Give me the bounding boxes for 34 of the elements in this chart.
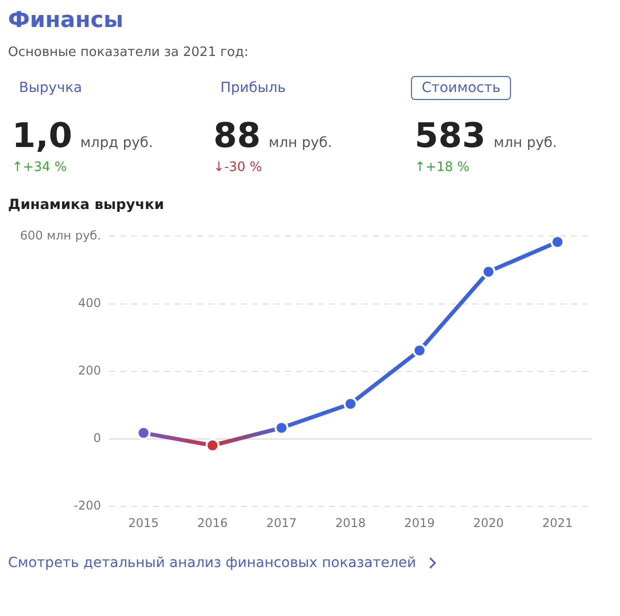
text: Выручка: [18, 79, 84, 98]
point: [482, 264, 496, 279]
x-tick-label: 2016: [197, 516, 228, 530]
text: Прибыль: [219, 79, 287, 98]
x-tick-label: 2015: [128, 516, 159, 530]
point: [206, 438, 220, 452]
point: [136, 426, 151, 440]
point: [412, 343, 427, 358]
text: Финансы: [8, 8, 124, 33]
point: [344, 396, 358, 411]
y-tick-label: 400: [78, 296, 102, 310]
text: ↑+34 %: [11, 160, 68, 175]
text: ↑+18 %: [414, 160, 470, 175]
x-tick-label: 2021: [542, 516, 573, 530]
point: [274, 420, 289, 435]
y-tick-label: 0: [93, 431, 102, 446]
x-tick-label: 2019: [404, 516, 435, 530]
text: ↓-30 %: [212, 160, 263, 175]
text: 88: [213, 116, 261, 156]
chart-title: Динамика выручки: [8, 197, 166, 213]
text: 1,0: [12, 116, 72, 156]
x-tick-label: 2017: [266, 516, 297, 530]
y-tick-label: -200: [74, 498, 102, 513]
x-tick-label: 2020: [473, 516, 504, 530]
text: Стоимость: [410, 76, 512, 100]
text: млрд руб.: [80, 135, 154, 151]
text: 583: [414, 116, 486, 156]
x-tick-label: 2018: [335, 516, 366, 530]
text: Основные показатели за 2021 год:: [8, 45, 250, 60]
text: Смотреть детальный анализ финансовых показателей: [8, 555, 416, 571]
y-tick-label: 200: [78, 364, 102, 378]
text: млн руб.: [494, 135, 558, 151]
y-tick-label: 600 млн руб.: [20, 228, 102, 242]
text: млн руб.: [268, 135, 332, 151]
